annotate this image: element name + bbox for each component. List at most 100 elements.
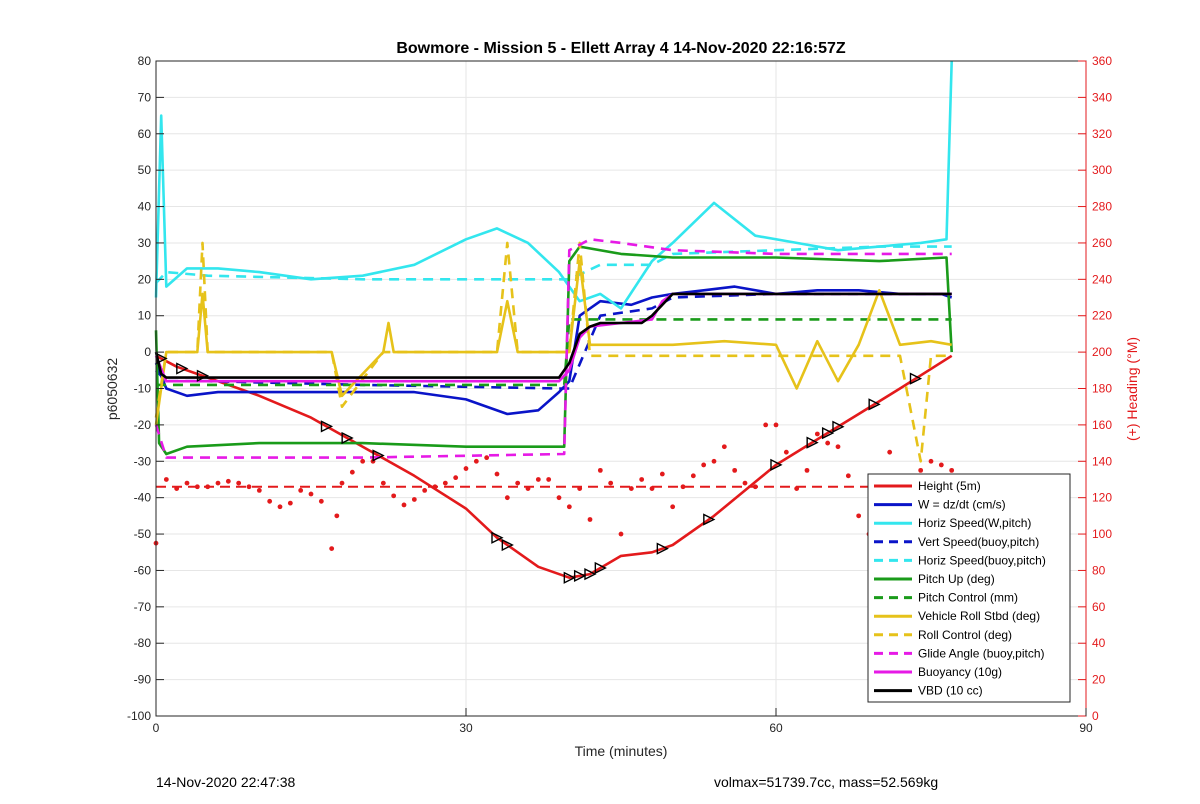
heading-point bbox=[701, 462, 707, 468]
y-tick-label: -70 bbox=[134, 600, 152, 614]
heading-point bbox=[318, 498, 324, 504]
heading-point bbox=[659, 471, 665, 477]
heading-point bbox=[473, 458, 479, 464]
heading-point bbox=[597, 467, 603, 473]
heading-point bbox=[308, 491, 314, 497]
y-tick-label: -90 bbox=[134, 673, 152, 687]
heading-point bbox=[587, 517, 593, 522]
y2-tick-label: 80 bbox=[1092, 563, 1106, 577]
y2-tick-label: 200 bbox=[1092, 345, 1112, 359]
legend-label: Roll Control (deg) bbox=[918, 628, 1012, 642]
legend-label: VBD (10 cc) bbox=[918, 684, 983, 698]
height-marker bbox=[501, 538, 514, 552]
heading-point bbox=[329, 546, 335, 552]
heading-point bbox=[845, 473, 851, 479]
legend-label: W = dz/dt (cm/s) bbox=[918, 498, 1006, 512]
y2-tick-label: 180 bbox=[1092, 382, 1112, 396]
heading-point bbox=[484, 455, 490, 461]
height-marker bbox=[563, 571, 576, 584]
y-tick-label: 80 bbox=[138, 54, 152, 68]
heading-point bbox=[463, 466, 469, 471]
x-tick-label: 60 bbox=[769, 721, 783, 735]
heading-point bbox=[608, 480, 614, 486]
heading-point bbox=[711, 458, 717, 464]
series-line-0 bbox=[155, 354, 953, 580]
y2-tick-label: 100 bbox=[1092, 527, 1112, 541]
footer-volume-mass: volmax=51739.7cc, mass=52.569kg bbox=[714, 774, 939, 790]
heading-point bbox=[349, 469, 355, 475]
x-axis-label: Time (minutes) bbox=[575, 743, 668, 759]
heading-point bbox=[535, 477, 541, 482]
x-tick-label: 90 bbox=[1079, 721, 1093, 735]
heading-point bbox=[339, 480, 345, 486]
y2-tick-label: 340 bbox=[1092, 90, 1112, 104]
height-marker bbox=[770, 458, 783, 472]
height-marker bbox=[584, 567, 597, 581]
heading-point bbox=[928, 458, 934, 464]
height-marker bbox=[806, 436, 819, 449]
height-marker bbox=[703, 513, 716, 526]
y2-tick-label: 360 bbox=[1092, 54, 1112, 68]
height-marker bbox=[320, 420, 334, 433]
heading-point bbox=[825, 440, 831, 446]
series-line-8 bbox=[154, 241, 952, 463]
series-line-9 bbox=[154, 238, 952, 459]
heading-point bbox=[546, 477, 552, 482]
heading-point bbox=[215, 480, 221, 486]
heading-point bbox=[887, 449, 893, 455]
series-line-4 bbox=[155, 245, 952, 284]
y2-tick-label: 260 bbox=[1092, 236, 1112, 250]
heading-point bbox=[494, 471, 500, 477]
heading-point bbox=[422, 487, 428, 493]
heading-point bbox=[949, 467, 955, 473]
heading-point bbox=[732, 467, 738, 473]
y2-tick-label: 140 bbox=[1092, 454, 1112, 468]
y2-tick-label: 120 bbox=[1092, 491, 1112, 505]
heading-point bbox=[163, 477, 169, 482]
legend-label: Horiz Speed(buoy,pitch) bbox=[918, 553, 1046, 567]
y2-tick-label: 300 bbox=[1092, 163, 1112, 177]
heading-point bbox=[380, 480, 386, 486]
y-tick-label: -60 bbox=[134, 563, 152, 577]
heading-point bbox=[401, 502, 407, 508]
heading-point bbox=[618, 531, 624, 537]
y2-tick-label: 160 bbox=[1092, 418, 1112, 432]
y-tick-label: 70 bbox=[138, 90, 152, 104]
legend: Height (5m) W = dz/dt (cm/s) Horiz Speed(W… bbox=[867, 473, 1071, 703]
legend-label: Vert Speed(buoy,pitch) bbox=[918, 535, 1039, 549]
heading-point bbox=[783, 449, 789, 455]
x-tick-label: 0 bbox=[153, 721, 160, 735]
y2-tick-label: 0 bbox=[1092, 709, 1099, 723]
heading-point bbox=[773, 422, 779, 428]
height-marker bbox=[594, 561, 607, 575]
y-tick-label: 0 bbox=[144, 345, 151, 359]
height-marker bbox=[909, 372, 923, 385]
height-marker bbox=[573, 569, 587, 583]
series-line-11 bbox=[154, 292, 952, 379]
heading-point bbox=[334, 513, 340, 519]
y-tick-label: 60 bbox=[138, 127, 152, 141]
heading-point bbox=[184, 480, 190, 486]
y-tick-label: 30 bbox=[138, 236, 152, 250]
y-tick-label: -40 bbox=[134, 491, 152, 505]
y2-tick-label: 40 bbox=[1092, 636, 1106, 650]
heading-point bbox=[246, 484, 252, 490]
x-tick-label: 30 bbox=[459, 721, 473, 735]
height-marker bbox=[341, 431, 354, 445]
heading-point bbox=[763, 422, 769, 428]
legend-label: Glide Angle (buoy,pitch) bbox=[918, 646, 1045, 660]
series-layer bbox=[154, 60, 953, 584]
heading-point bbox=[411, 497, 417, 502]
y-tick-label: -50 bbox=[134, 527, 152, 541]
heading-point bbox=[453, 475, 459, 481]
legend-label: Pitch Up (deg) bbox=[918, 572, 995, 586]
y-tick-label: 20 bbox=[138, 272, 152, 286]
heading-point bbox=[391, 493, 397, 499]
heading-point bbox=[277, 504, 283, 510]
y-tick-label: -100 bbox=[127, 709, 151, 723]
legend-box bbox=[867, 473, 1071, 703]
footer-timestamp: 14-Nov-2020 22:47:38 bbox=[156, 774, 296, 790]
y-axis-label: p6050632 bbox=[104, 358, 120, 421]
heading-point bbox=[742, 480, 748, 486]
